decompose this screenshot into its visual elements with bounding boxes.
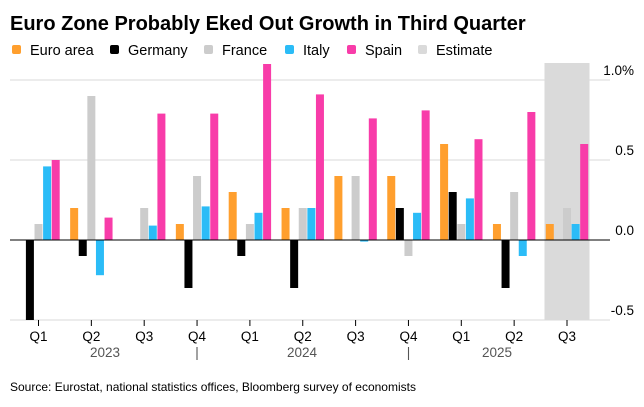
bar-italy [254,212,263,240]
legend-swatch [12,45,21,54]
bar-euro-area [334,176,343,240]
bar-euro-area [440,144,449,240]
bar-euro-area [175,224,184,240]
legend-item: France [204,43,267,59]
bar-spain [368,118,377,240]
year-separator: | [195,345,199,360]
x-tick-label: Q2 [294,329,312,344]
y-axis: 1.0% 0.5 0.0 -0.5 [603,63,634,318]
legend-swatch [418,45,427,54]
bar-spain [263,64,272,240]
bar-france [87,96,96,240]
bar-france [193,176,202,240]
bar-italy [95,240,104,276]
bar-spain [315,94,324,241]
year-label: 2025 [482,345,512,360]
x-tick-label: Q2 [82,329,100,344]
bar-germany [184,240,193,288]
bar-germany [448,192,457,240]
bar-france [245,224,254,240]
legend-swatch [204,45,213,54]
bar-italy [518,240,527,256]
x-tick-label: Q1 [29,329,47,344]
bar-germany [395,208,404,240]
bar-germany [237,240,246,256]
bar-france [351,176,360,240]
legend-label: Euro area [30,43,95,59]
bar-france [510,192,519,240]
y-tick-label: 0.5 [615,143,634,158]
bar-germany [290,240,299,288]
source-note: Source: Eurostat, national statistics of… [10,380,416,394]
bar-germany [25,240,34,320]
legend-item: Germany [110,43,188,59]
bar-euro-area [228,192,237,240]
chart-title: Euro Zone Probably Eked Out Growth in Th… [10,13,526,35]
legend-swatch [285,45,294,54]
y-tick-label: -0.5 [611,303,634,318]
legend-swatch [110,45,119,54]
bars [25,64,589,320]
bar-france [140,208,149,240]
bar-italy [465,198,474,240]
bar-euro-area [492,224,501,240]
bar-france [404,240,413,256]
legend-label: Estimate [436,43,492,59]
legend: Euro area Germany France Italy Spain Estimate [12,43,492,59]
x-tick-label: Q1 [241,329,259,344]
x-axis: Q1 Q2 Q3 Q4 Q1 Q2 Q3 Q4 Q1 Q2 Q3 2023 2024 2025 | | [29,320,576,360]
bar-italy [43,166,52,240]
x-tick-label: Q2 [505,329,523,344]
bar-italy [201,206,210,240]
bar-italy [307,208,316,240]
y-tick-label: 1.0% [603,63,634,78]
bar-euro-area [387,176,396,240]
legend-item: Italy [285,43,330,59]
bar-spain [527,112,536,240]
bar-france [457,224,466,240]
legend-label: France [222,43,267,59]
bar-spain [421,110,430,241]
bar-france [563,208,571,240]
year-label: 2023 [90,345,120,360]
bar-germany [78,240,87,256]
legend-item: Euro area [12,43,95,59]
bar-italy [413,212,422,240]
x-tick-label: Q3 [558,329,576,344]
legend-swatch [347,45,356,54]
x-tick-label: Q1 [452,329,470,344]
gridlines [10,79,610,321]
bar-spain [51,160,60,240]
bar-euro-area [545,224,554,240]
bar-spain [210,113,219,240]
bar-italy [571,224,580,240]
x-tick-label: Q4 [188,329,207,344]
bar-germany [501,240,510,288]
x-tick-label: Q3 [347,329,365,344]
bar-spain [104,217,113,240]
bar-italy [360,240,369,242]
legend-label: Spain [365,43,402,59]
legend-label: Germany [128,43,188,59]
bar-euro-area [70,208,79,240]
legend-item: Estimate [418,43,492,59]
year-label: 2024 [287,345,318,360]
bar-france [298,208,307,240]
bar-italy [148,225,157,240]
bar-spain [157,113,166,240]
legend-label: Italy [303,43,330,59]
legend-item: Spain [347,43,402,59]
year-separator: | [407,345,411,360]
bar-france [34,224,43,240]
x-tick-label: Q4 [399,329,418,344]
bar-spain [580,144,589,240]
bar-euro-area [281,208,290,240]
y-tick-label: 0.0 [615,223,634,238]
bar-spain [474,139,483,240]
x-tick-label: Q3 [135,329,153,344]
